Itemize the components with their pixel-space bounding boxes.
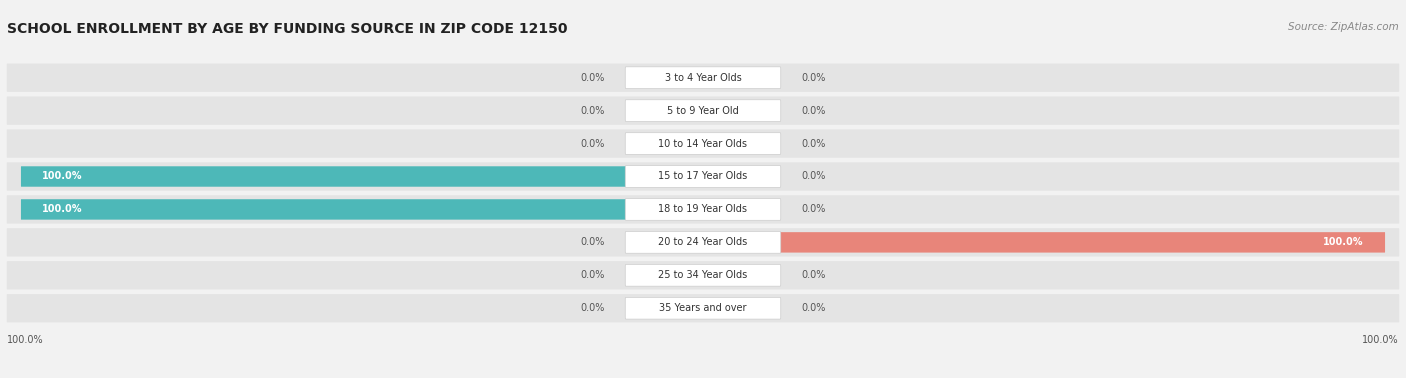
FancyBboxPatch shape (626, 166, 780, 187)
Text: 15 to 17 Year Olds: 15 to 17 Year Olds (658, 172, 748, 181)
Text: 10 to 14 Year Olds: 10 to 14 Year Olds (658, 139, 748, 149)
FancyBboxPatch shape (7, 129, 1399, 158)
FancyBboxPatch shape (7, 294, 1399, 322)
Text: 5 to 9 Year Old: 5 to 9 Year Old (666, 105, 740, 116)
Text: 0.0%: 0.0% (801, 204, 825, 214)
FancyBboxPatch shape (7, 64, 1399, 92)
FancyBboxPatch shape (21, 166, 703, 187)
Text: 0.0%: 0.0% (801, 172, 825, 181)
FancyBboxPatch shape (7, 261, 1399, 290)
Text: 0.0%: 0.0% (581, 73, 605, 83)
Text: 0.0%: 0.0% (801, 73, 825, 83)
Text: Source: ZipAtlas.com: Source: ZipAtlas.com (1288, 22, 1399, 32)
FancyBboxPatch shape (626, 133, 780, 155)
FancyBboxPatch shape (626, 100, 780, 121)
Text: 0.0%: 0.0% (801, 270, 825, 280)
Text: 20 to 24 Year Olds: 20 to 24 Year Olds (658, 237, 748, 247)
Text: 0.0%: 0.0% (581, 139, 605, 149)
FancyBboxPatch shape (7, 195, 1399, 224)
Text: 18 to 19 Year Olds: 18 to 19 Year Olds (658, 204, 748, 214)
Text: 3 to 4 Year Olds: 3 to 4 Year Olds (665, 73, 741, 83)
FancyBboxPatch shape (626, 198, 780, 220)
Text: 0.0%: 0.0% (801, 303, 825, 313)
Text: 100.0%: 100.0% (1362, 335, 1399, 344)
FancyBboxPatch shape (626, 67, 780, 88)
Text: 100.0%: 100.0% (42, 172, 83, 181)
Text: 0.0%: 0.0% (801, 139, 825, 149)
FancyBboxPatch shape (7, 162, 1399, 191)
Text: 100.0%: 100.0% (1323, 237, 1364, 247)
Text: 0.0%: 0.0% (581, 270, 605, 280)
Text: 0.0%: 0.0% (581, 303, 605, 313)
FancyBboxPatch shape (626, 297, 780, 319)
Text: 0.0%: 0.0% (581, 105, 605, 116)
Text: SCHOOL ENROLLMENT BY AGE BY FUNDING SOURCE IN ZIP CODE 12150: SCHOOL ENROLLMENT BY AGE BY FUNDING SOUR… (7, 22, 568, 36)
FancyBboxPatch shape (626, 265, 780, 286)
FancyBboxPatch shape (703, 232, 1385, 253)
Text: 0.0%: 0.0% (581, 237, 605, 247)
FancyBboxPatch shape (7, 96, 1399, 125)
FancyBboxPatch shape (21, 199, 703, 220)
FancyBboxPatch shape (7, 228, 1399, 257)
Text: 100.0%: 100.0% (42, 204, 83, 214)
FancyBboxPatch shape (626, 231, 780, 253)
Text: 25 to 34 Year Olds: 25 to 34 Year Olds (658, 270, 748, 280)
Text: 35 Years and over: 35 Years and over (659, 303, 747, 313)
Text: 100.0%: 100.0% (7, 335, 44, 344)
Text: 0.0%: 0.0% (801, 105, 825, 116)
